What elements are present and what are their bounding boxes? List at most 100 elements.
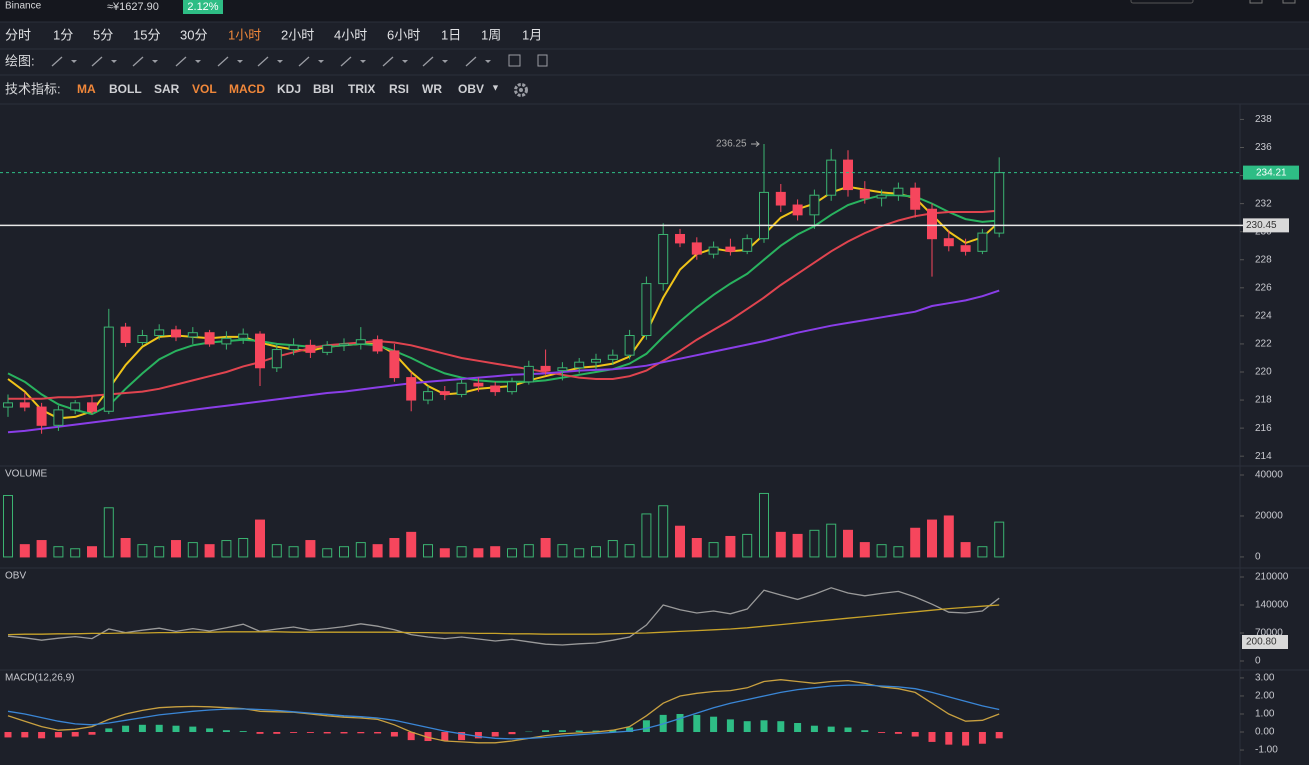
volume-bar [742,533,753,558]
tool-icon[interactable] [340,56,352,67]
candle-body [557,367,568,372]
obv-tag [1242,635,1288,649]
macd-histogram [911,732,919,737]
indicator-tab[interactable]: TRIX [348,82,375,96]
macd-histogram [155,724,163,733]
macd-histogram [995,732,1003,739]
candle-body [137,335,148,344]
tool-icon[interactable] [465,56,477,67]
indicator-tab[interactable]: MACD [229,82,265,96]
volume-bar [893,546,904,558]
tool-icon[interactable] [257,56,269,67]
indicator-tab[interactable]: KDJ [277,82,301,96]
interval-tab[interactable]: 15分 [133,27,160,42]
interval-tab[interactable]: 1日 [441,27,461,42]
dropdown-caret[interactable]: ▼ [491,82,500,92]
obv-line [7,587,1000,646]
volume-bar [859,542,870,558]
last-price-label: 234.21 [1256,167,1287,178]
candle-body [238,333,249,339]
macd-histogram [105,728,113,733]
macd-histogram [256,732,264,734]
macd-histogram [794,722,802,733]
tool-icon[interactable] [132,56,144,67]
tool-caret [485,60,491,63]
candle-body [742,238,753,252]
tool-icon[interactable] [91,56,103,67]
indicator-tab[interactable]: VOL [192,82,217,96]
candle-body [574,361,585,369]
candle-body [893,187,904,196]
tool-icon[interactable] [175,56,187,67]
tool-icon[interactable] [537,54,548,67]
macd-histogram [172,725,180,733]
marked-price-label: 230.45 [1246,220,1277,231]
top-button[interactable] [1130,0,1194,4]
tool-icon[interactable] [217,56,229,67]
macd-histogram [424,732,432,742]
interval-tab[interactable]: 1月 [522,27,542,42]
settings-gear[interactable] [514,83,528,97]
tool-caret [360,60,366,63]
y-tick-label: 214 [1255,451,1272,462]
candle-body [288,344,299,351]
volume-bar [574,548,585,558]
macd-histogram [928,732,936,742]
macd-histogram [609,730,617,733]
indicator-tab[interactable]: WR [422,82,442,96]
macd-histogram [710,716,718,733]
tool-caret [402,60,408,63]
interval-tab[interactable]: 分时 [5,27,31,42]
indicator-tab[interactable]: BBI [313,82,334,96]
interval-tab[interactable]: 30分 [180,27,207,42]
candle-body [507,381,517,393]
volume-bar [607,540,618,558]
volume-bar [540,538,551,558]
y-tick-label: 70000 [1255,628,1283,639]
candle-body [255,333,265,369]
interval-tab[interactable]: 2小时 [281,27,314,42]
tool-caret [442,60,448,63]
macd-histogram [390,732,398,737]
macd-histogram [54,732,62,738]
volume-bar [943,515,954,558]
interval-tab[interactable]: 1周 [481,27,501,42]
indicator-tab[interactable]: SAR [154,82,180,96]
candle-body [423,391,433,401]
macd-histogram [642,720,650,733]
volume-bar [792,533,803,558]
interval-tab[interactable]: 4小时 [334,27,367,42]
candle-body [19,402,30,408]
interval-tab[interactable]: 1小时 [228,27,261,42]
candle-body [154,329,165,337]
interval-tab[interactable]: 5分 [93,27,113,42]
candle-body [271,349,282,369]
macd-histogram [542,730,550,733]
volume-bar [691,538,702,558]
candle-body [439,391,450,395]
tool-icon[interactable] [422,56,434,67]
interval-tab[interactable]: 1分 [53,27,73,42]
tool-icon[interactable] [508,54,521,67]
ma-line [7,289,1000,434]
indicator-tab[interactable]: MA [77,82,96,96]
tool-icon[interactable] [382,56,394,67]
indicator-tab[interactable]: BOLL [109,82,142,96]
interval-tab[interactable]: 6小时 [387,27,420,42]
top-icon[interactable] [1249,0,1263,4]
volume-bar [238,538,249,558]
indicators-label: 技术指标: [5,81,61,96]
macd-histogram [38,732,46,739]
volume-bar [406,531,417,558]
top-icon[interactable] [1282,0,1296,4]
volume-bar [826,523,837,558]
tool-icon[interactable] [51,56,63,67]
tool-icon[interactable] [298,56,310,67]
indicator-tab[interactable]: RSI [389,82,409,96]
candle-body [708,246,719,255]
volume-bar [439,548,450,558]
indicator-tab[interactable]: OBV [458,82,484,96]
candle-body [591,358,601,363]
